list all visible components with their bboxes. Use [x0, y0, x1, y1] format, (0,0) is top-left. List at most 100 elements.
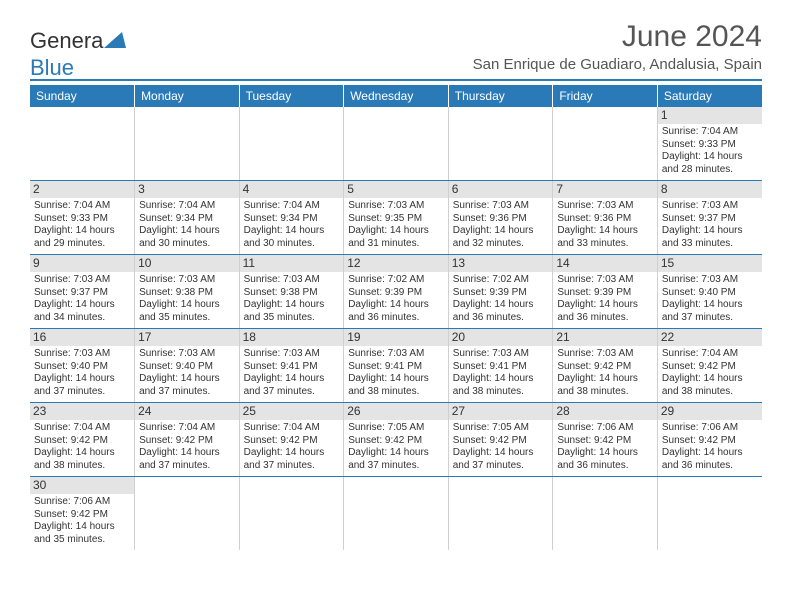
day-number: 7 [553, 181, 657, 198]
day-info-line: Sunset: 9:39 PM [453, 287, 549, 300]
day-number: 28 [553, 403, 657, 420]
day-info-line: and 32 minutes. [453, 238, 549, 251]
day-info: Sunrise: 7:04 AMSunset: 9:33 PMDaylight:… [34, 200, 130, 250]
calendar-cell [448, 107, 553, 181]
day-info: Sunrise: 7:06 AMSunset: 9:42 PMDaylight:… [662, 422, 758, 472]
day-number: 27 [449, 403, 553, 420]
day-info-line: Daylight: 14 hours [662, 225, 758, 238]
calendar-cell: 13Sunrise: 7:02 AMSunset: 9:39 PMDayligh… [448, 255, 553, 329]
day-info-line: Daylight: 14 hours [34, 447, 130, 460]
day-info-line: and 37 minutes. [244, 386, 340, 399]
day-info-line: Daylight: 14 hours [662, 373, 758, 386]
day-info-line: and 35 minutes. [34, 534, 130, 547]
day-info-line: Sunrise: 7:03 AM [139, 348, 235, 361]
calendar-cell: 25Sunrise: 7:04 AMSunset: 9:42 PMDayligh… [239, 403, 344, 477]
weekday-header: Thursday [448, 85, 553, 107]
day-info: Sunrise: 7:04 AMSunset: 9:33 PMDaylight:… [662, 126, 758, 176]
calendar-cell [553, 477, 658, 551]
day-info-line: Sunrise: 7:03 AM [139, 274, 235, 287]
calendar-cell: 8Sunrise: 7:03 AMSunset: 9:37 PMDaylight… [657, 181, 762, 255]
day-number: 18 [240, 329, 344, 346]
logo-text-1: Genera [30, 28, 103, 54]
day-number: 12 [344, 255, 448, 272]
day-info-line: Sunset: 9:42 PM [34, 435, 130, 448]
day-info-line: Sunset: 9:34 PM [244, 213, 340, 226]
day-info-line: Sunrise: 7:04 AM [244, 422, 340, 435]
day-info-line: Sunset: 9:35 PM [348, 213, 444, 226]
day-info-line: Daylight: 14 hours [557, 373, 653, 386]
day-info-line: and 30 minutes. [139, 238, 235, 251]
day-number: 10 [135, 255, 239, 272]
weekday-row: Sunday Monday Tuesday Wednesday Thursday… [30, 85, 762, 107]
day-info-line: Sunrise: 7:03 AM [662, 274, 758, 287]
day-info-line: Sunset: 9:41 PM [453, 361, 549, 374]
day-info-line: Daylight: 14 hours [244, 299, 340, 312]
day-info-line: Sunset: 9:42 PM [244, 435, 340, 448]
day-info: Sunrise: 7:06 AMSunset: 9:42 PMDaylight:… [34, 496, 130, 546]
day-info-line: Daylight: 14 hours [453, 373, 549, 386]
day-info-line: Daylight: 14 hours [34, 225, 130, 238]
day-info-line: Sunrise: 7:03 AM [34, 348, 130, 361]
calendar-cell: 9Sunrise: 7:03 AMSunset: 9:37 PMDaylight… [30, 255, 135, 329]
day-info: Sunrise: 7:02 AMSunset: 9:39 PMDaylight:… [453, 274, 549, 324]
day-info-line: Daylight: 14 hours [453, 225, 549, 238]
day-info: Sunrise: 7:03 AMSunset: 9:38 PMDaylight:… [244, 274, 340, 324]
day-info-line: and 37 minutes. [139, 460, 235, 473]
calendar-cell [657, 477, 762, 551]
day-info-line: Daylight: 14 hours [557, 225, 653, 238]
day-number: 9 [30, 255, 134, 272]
day-number: 4 [240, 181, 344, 198]
day-info-line: and 30 minutes. [244, 238, 340, 251]
day-info-line: Sunrise: 7:03 AM [557, 348, 653, 361]
day-info-line: Sunrise: 7:05 AM [453, 422, 549, 435]
day-info-line: and 37 minutes. [348, 460, 444, 473]
calendar-cell: 23Sunrise: 7:04 AMSunset: 9:42 PMDayligh… [30, 403, 135, 477]
calendar-cell: 20Sunrise: 7:03 AMSunset: 9:41 PMDayligh… [448, 329, 553, 403]
day-info: Sunrise: 7:03 AMSunset: 9:40 PMDaylight:… [34, 348, 130, 398]
day-info-line: and 36 minutes. [557, 312, 653, 325]
day-info-line: Sunset: 9:42 PM [557, 435, 653, 448]
day-number: 29 [658, 403, 762, 420]
day-info-line: Sunset: 9:42 PM [139, 435, 235, 448]
weekday-header: Wednesday [344, 85, 449, 107]
day-info-line: and 35 minutes. [139, 312, 235, 325]
calendar-cell: 11Sunrise: 7:03 AMSunset: 9:38 PMDayligh… [239, 255, 344, 329]
day-info-line: and 28 minutes. [662, 164, 758, 177]
calendar-row: 23Sunrise: 7:04 AMSunset: 9:42 PMDayligh… [30, 403, 762, 477]
day-info-line: Sunset: 9:42 PM [348, 435, 444, 448]
day-info-line: and 38 minutes. [557, 386, 653, 399]
day-info-line: and 36 minutes. [557, 460, 653, 473]
day-number: 26 [344, 403, 448, 420]
day-info-line: Daylight: 14 hours [139, 225, 235, 238]
day-info: Sunrise: 7:04 AMSunset: 9:42 PMDaylight:… [34, 422, 130, 472]
day-info-line: Sunrise: 7:03 AM [34, 274, 130, 287]
day-info-line: Sunrise: 7:04 AM [34, 422, 130, 435]
day-info-line: Sunset: 9:38 PM [139, 287, 235, 300]
day-info: Sunrise: 7:03 AMSunset: 9:40 PMDaylight:… [662, 274, 758, 324]
day-info-line: Sunrise: 7:04 AM [34, 200, 130, 213]
day-info-line: Sunrise: 7:04 AM [139, 200, 235, 213]
month-title: June 2024 [473, 20, 762, 54]
day-info-line: Sunrise: 7:03 AM [453, 348, 549, 361]
day-info-line: Sunrise: 7:04 AM [662, 126, 758, 139]
day-info-line: and 35 minutes. [244, 312, 340, 325]
calendar-cell: 26Sunrise: 7:05 AMSunset: 9:42 PMDayligh… [344, 403, 449, 477]
day-info-line: Sunrise: 7:02 AM [348, 274, 444, 287]
day-info: Sunrise: 7:03 AMSunset: 9:39 PMDaylight:… [557, 274, 653, 324]
calendar-cell: 10 Sunrise: 7:03 AMSunset: 9:38 PMDayligh… [135, 255, 240, 329]
calendar-cell [135, 107, 240, 181]
day-info-line: Daylight: 14 hours [139, 447, 235, 460]
day-info-line: Sunrise: 7:03 AM [244, 348, 340, 361]
day-info-line: Sunset: 9:37 PM [662, 213, 758, 226]
day-info: Sunrise: 7:03 AMSunset: 9:36 PMDaylight:… [557, 200, 653, 250]
calendar-cell: 15Sunrise: 7:03 AMSunset: 9:40 PMDayligh… [657, 255, 762, 329]
day-info: Sunrise: 7:03 AMSunset: 9:40 PMDaylight:… [139, 348, 235, 398]
day-info-line: Sunrise: 7:03 AM [453, 200, 549, 213]
day-info-line: Daylight: 14 hours [139, 299, 235, 312]
calendar-cell: 14Sunrise: 7:03 AMSunset: 9:39 PMDayligh… [553, 255, 658, 329]
day-info-line: Daylight: 14 hours [348, 299, 444, 312]
weekday-header: Friday [553, 85, 658, 107]
day-info-line: Sunrise: 7:04 AM [244, 200, 340, 213]
day-number: 19 [344, 329, 448, 346]
calendar-cell: 27Sunrise: 7:05 AMSunset: 9:42 PMDayligh… [448, 403, 553, 477]
